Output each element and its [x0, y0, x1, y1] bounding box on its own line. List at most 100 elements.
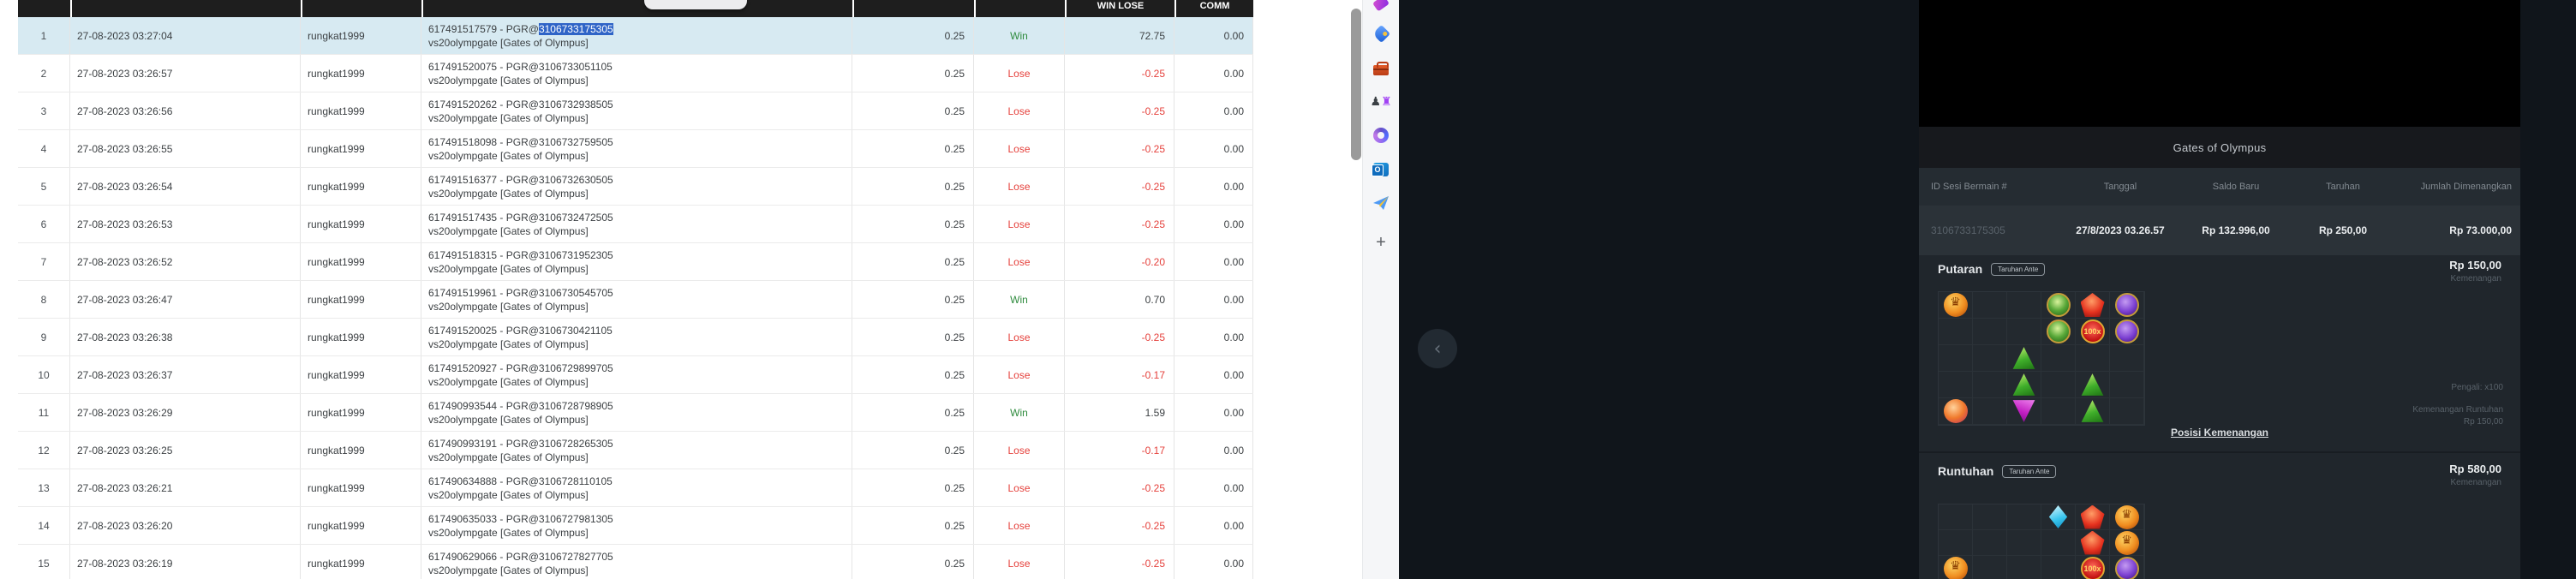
row-win-lose: -0.25	[1065, 130, 1174, 167]
slot-cell	[2007, 292, 2041, 319]
row-username: rungkat1999	[301, 469, 421, 506]
row-bet: 0.25	[852, 469, 974, 506]
row-result: Win	[974, 281, 1065, 318]
row-number: 2	[18, 55, 70, 92]
row-bet: 0.25	[852, 432, 974, 469]
row-bet: 0.25	[852, 281, 974, 318]
table-row[interactable]: 10 27-08-2023 03:26:37 rungkat1999 61749…	[18, 356, 1253, 394]
slot-cell	[1939, 345, 1973, 372]
table-row[interactable]: 6 27-08-2023 03:26:53 rungkat1999 617491…	[18, 206, 1253, 243]
header-bet	[852, 0, 974, 17]
microsoft-365-icon[interactable]	[1372, 126, 1390, 145]
row-result: Lose	[974, 507, 1065, 544]
col-taruhan: Taruhan	[2326, 182, 2360, 192]
table-row[interactable]: 7 27-08-2023 03:26:52 rungkat1999 617491…	[18, 243, 1253, 281]
row-result: Lose	[974, 243, 1065, 280]
crown-icon	[2114, 530, 2139, 555]
slot-cell	[2076, 504, 2110, 530]
row-date: 27-08-2023 03:26:53	[70, 206, 301, 242]
table-row[interactable]: 13 27-08-2023 03:26:21 rungkat1999 61749…	[18, 469, 1253, 507]
slot-cell	[1973, 556, 2007, 579]
back-button[interactable]: ‹	[1418, 329, 1457, 368]
table-row[interactable]: 3 27-08-2023 03:26:56 rungkat1999 617491…	[18, 93, 1253, 130]
row-date: 27-08-2023 03:26:37	[70, 356, 301, 393]
table-row[interactable]: 12 27-08-2023 03:26:25 rungkat1999 61749…	[18, 432, 1253, 469]
putaran-amount-caption: Kemenangan	[2450, 274, 2502, 284]
row-ref-line1: 617490634888 - PGR@3106728110105	[428, 475, 613, 487]
gem-purple-icon	[2114, 319, 2139, 343]
slot-cell	[2110, 345, 2144, 372]
tri-green-icon	[2081, 373, 2104, 396]
table-row[interactable]: 2 27-08-2023 03:26:57 rungkat1999 617491…	[18, 55, 1253, 93]
row-comm: 0.00	[1174, 432, 1253, 469]
row-ref-line1: 617491520025 - PGR@3106730421105	[428, 325, 613, 337]
runtuhan-label: Runtuhan	[1938, 464, 1994, 478]
plus-icon[interactable]: +	[1376, 233, 1386, 252]
table-row[interactable]: 14 27-08-2023 03:26:20 rungkat1999 61749…	[18, 507, 1253, 545]
toolbox-icon[interactable]	[1372, 58, 1390, 77]
outlook-icon[interactable]	[1372, 160, 1390, 179]
slot-cell	[1973, 504, 2007, 530]
row-username: rungkat1999	[301, 356, 421, 393]
row-username: rungkat1999	[301, 93, 421, 129]
tumble-win-amount: Rp 150,00	[2463, 417, 2503, 427]
row-ref-line2: vs20olympgate [Gates of Olympus]	[428, 489, 589, 501]
table-row[interactable]: 11 27-08-2023 03:26:29 rungkat1999 61749…	[18, 394, 1253, 432]
row-username: rungkat1999	[301, 507, 421, 544]
row-number: 1	[18, 17, 70, 54]
gem-red-icon	[2080, 293, 2105, 317]
row-result: Lose	[974, 93, 1065, 129]
row-ref-line2: vs20olympgate [Gates of Olympus]	[428, 263, 589, 275]
row-win-lose: -0.25	[1065, 507, 1174, 544]
row-ref-line1: 617491517435 - PGR@3106732472505	[428, 212, 613, 224]
tri-green-icon	[2012, 347, 2035, 369]
putaran-amount-block: Rp 150,00 Kemenangan	[2449, 259, 2501, 284]
row-username: rungkat1999	[301, 17, 421, 54]
slot-cell	[2041, 556, 2076, 579]
row-ref-line2: vs20olympgate [Gates of Olympus]	[428, 301, 589, 313]
row-date: 27-08-2023 03:26:57	[70, 55, 301, 92]
pawn-glyph: ♟	[1370, 95, 1381, 109]
row-bet: 0.25	[852, 507, 974, 544]
partial-magenta-icon[interactable]	[1372, 0, 1390, 13]
row-date: 27-08-2023 03:26:55	[70, 130, 301, 167]
slot-cell	[2007, 504, 2041, 530]
row-number: 14	[18, 507, 70, 544]
table-row[interactable]: 1 27-08-2023 03:27:04 rungkat1999 617491…	[18, 17, 1253, 55]
gem-red-icon	[2080, 530, 2105, 555]
slot-cell	[2076, 398, 2110, 425]
taruhan-ante-badge: Taruhan Ante	[2002, 464, 2057, 478]
row-number: 3	[18, 93, 70, 129]
table-row[interactable]: 5 27-08-2023 03:26:54 rungkat1999 617491…	[18, 168, 1253, 206]
row-ref-line2: vs20olympgate [Gates of Olympus]	[428, 338, 589, 350]
session-table-header: ID Sesi Bermain # Tanggal Saldo Baru Tar…	[1919, 168, 2520, 206]
table-scrollbar-thumb[interactable]	[1351, 9, 1361, 160]
table-row[interactable]: 15 27-08-2023 03:26:19 rungkat1999 61749…	[18, 545, 1253, 579]
crown-icon	[1943, 556, 1968, 579]
row-result: Win	[974, 17, 1065, 54]
chess-games-icon[interactable]: ♟ ♜	[1370, 93, 1391, 111]
row-comm: 0.00	[1174, 545, 1253, 579]
row-win-lose: -0.17	[1065, 432, 1174, 469]
table-row[interactable]: 4 27-08-2023 03:26:55 rungkat1999 617491…	[18, 130, 1253, 168]
slot-cell	[1973, 345, 2007, 372]
paper-plane-drop-icon[interactable]	[1372, 194, 1390, 212]
slot-cell	[2007, 556, 2041, 579]
slot-cell	[2110, 372, 2144, 398]
table-row[interactable]: 9 27-08-2023 03:26:38 rungkat1999 617491…	[18, 319, 1253, 356]
row-username: rungkat1999	[301, 432, 421, 469]
tumble-win-label: Kemenangan Runtuhan	[2412, 405, 2503, 415]
tag-icon[interactable]	[1372, 24, 1390, 43]
diamond-blue-icon	[2048, 505, 2068, 528]
col-jumlah: Jumlah Dimenangkan	[2420, 182, 2512, 192]
slot-cell: 100x	[2076, 319, 2110, 345]
posisi-kemenangan-link[interactable]: Posisi Kemenangan	[2170, 427, 2269, 439]
table-row[interactable]: 8 27-08-2023 03:26:47 rungkat1999 617491…	[18, 281, 1253, 319]
row-comm: 0.00	[1174, 168, 1253, 205]
row-number: 8	[18, 281, 70, 318]
jumlah-value: Rp 73.000,00	[2449, 224, 2512, 236]
slot-cell	[2110, 398, 2144, 425]
header-user	[301, 0, 421, 17]
slot-cell	[1973, 398, 2007, 425]
selected-text: 3106733175305	[538, 23, 613, 35]
